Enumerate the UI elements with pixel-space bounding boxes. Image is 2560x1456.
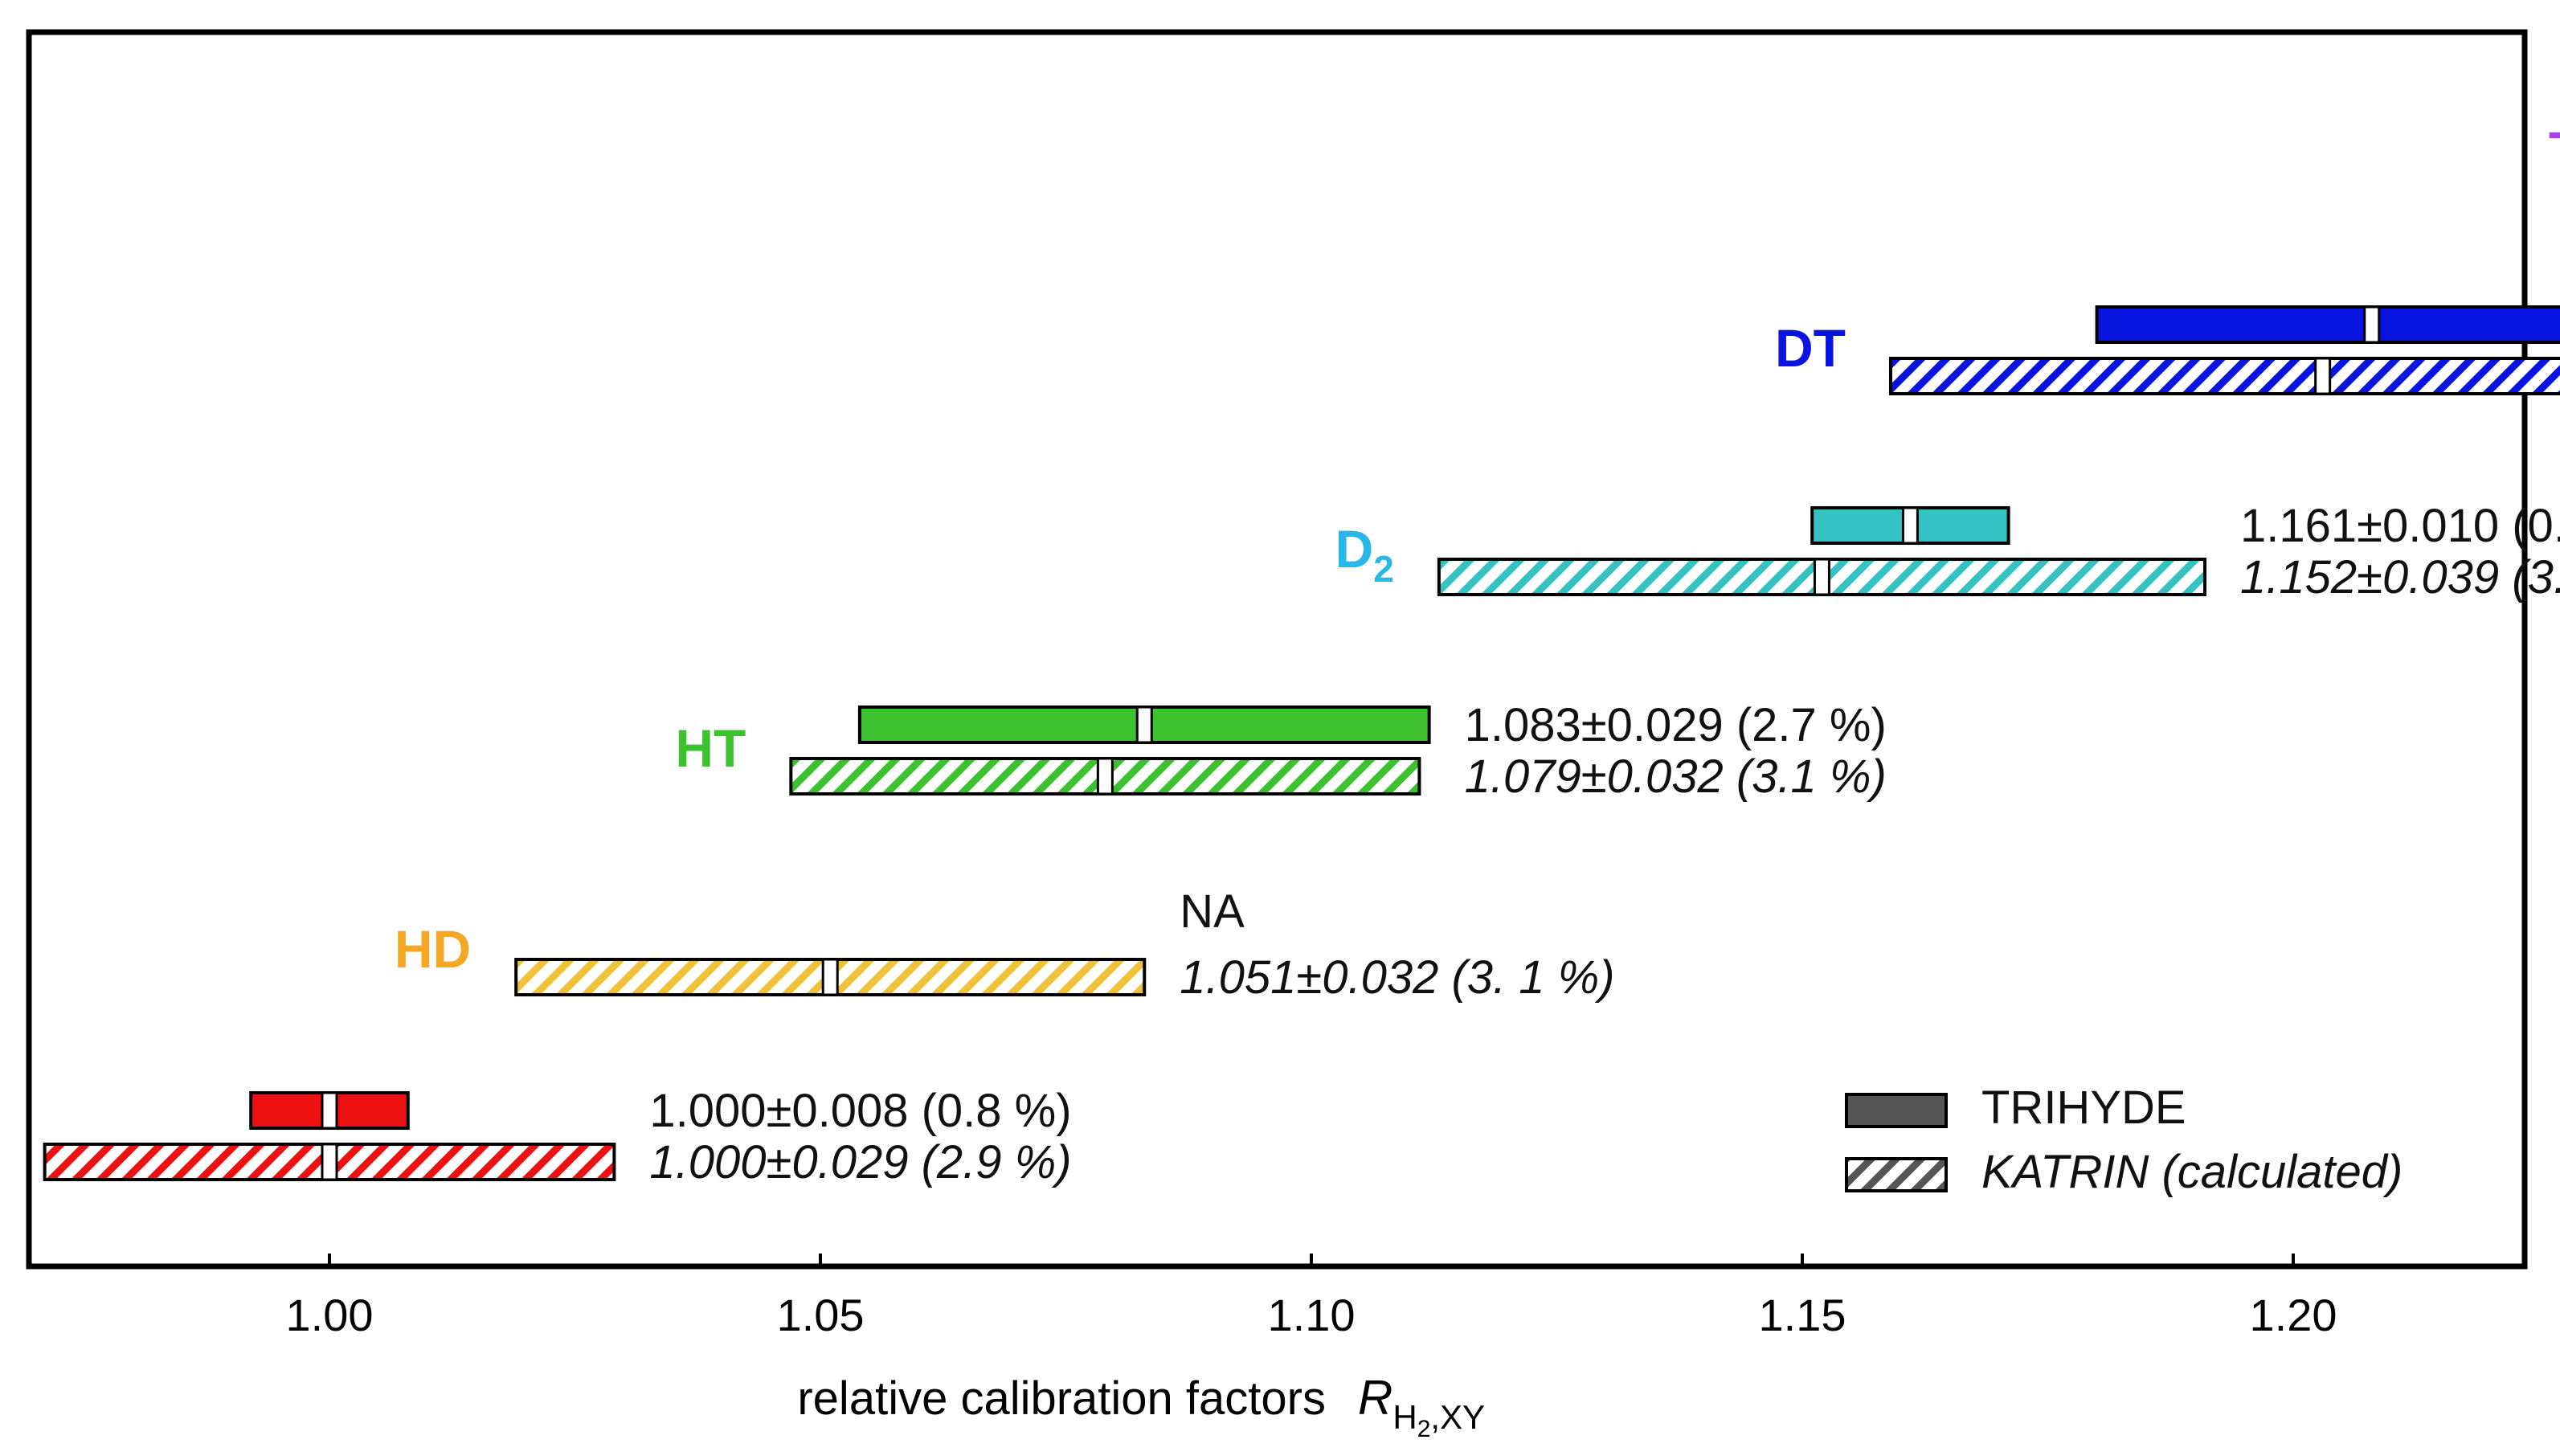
katrin-center-marker: [1813, 558, 1830, 596]
legend-swatch-hatched: [1845, 1157, 1948, 1192]
plot-frame: [26, 29, 2528, 1270]
species-label: DT: [1775, 318, 1846, 378]
x-axis-symbol-text: RH2,XY: [1358, 1371, 1485, 1442]
x-axis: 1.001.051.101.151.201.251.301.351.40: [286, 1254, 2337, 1340]
katrin-center-marker: [821, 958, 839, 996]
katrin-value-label: 1.000±0.029 (2.9 %): [649, 1136, 1071, 1188]
species-label: D2: [1335, 519, 1394, 590]
trihyde-value-label: 1.161±0.010 (0.9 %): [2240, 500, 2560, 552]
isotopologue-group-dt: 1.208±0.028 (2.3 %)1.203±0.044 (3.7 %)DT: [1775, 305, 2560, 395]
species-label: HT: [675, 718, 746, 778]
katrin-value-label: 1.079±0.032 (3.1 %): [1465, 750, 1887, 803]
isotopologue-group-hd: NA 1.051±0.032 (3. 1 %) HD: [395, 885, 1615, 1004]
trihyde-value-label: 1.083±0.029 (2.7 %): [1465, 699, 1887, 751]
isotopologue-group-h2: 1.000±0.008 (0.8 %)1.000±0.029 (2.9 %)H2: [43, 1085, 1072, 1188]
katrin-center-marker: [1096, 757, 1114, 795]
x-tick-label: 1.15: [1759, 1290, 1846, 1340]
x-tick-label: 1.00: [286, 1290, 374, 1340]
trihyde-center-marker: [2363, 305, 2381, 344]
trihyde-bar: [2095, 305, 2560, 344]
legend: TRIHYDE KATRIN (calculated): [1845, 1082, 2403, 1198]
isotopologue-group-d2: 1.161±0.010 (0.9 %)1.152±0.039 (3.4 %) D2: [1335, 500, 2560, 603]
trihyde-value-label: NA: [1180, 885, 1245, 938]
x-axis-title: relative calibration factors: [797, 1372, 1326, 1425]
x-tick-label: 1.05: [777, 1290, 865, 1340]
data-bars: 1.261±0.015 (1.2 %)1.286±0.050 (3.9 %)T2…: [43, 121, 2560, 1188]
katrin-center-marker: [321, 1143, 338, 1181]
trihyde-value-label: 1.000±0.008 (0.8 %): [649, 1085, 1071, 1137]
trihyde-center-marker: [1901, 506, 1919, 545]
species-label: HD: [395, 919, 471, 979]
x-tick-label: 1.20: [2250, 1290, 2337, 1340]
isotopologue-group-ht: 1.083±0.029 (2.7 %)1.079±0.032 (3.1 %) HT: [675, 699, 1886, 803]
x-tick-label: 1.10: [1268, 1290, 1356, 1340]
x-axis-symbol: RH2,XY: [1358, 1371, 1485, 1442]
katrin-value-label: 1.152±0.039 (3.4 %): [2240, 551, 2560, 603]
trihyde-center-marker: [1135, 706, 1153, 744]
katrin-value-label: 1.051±0.032 (3. 1 %): [1180, 951, 1614, 1004]
legend-label: KATRIN (calculated): [1981, 1146, 2403, 1198]
katrin-center-marker: [2314, 357, 2332, 395]
katrin-bar: [1888, 357, 2560, 395]
species-label: T2: [2549, 121, 2560, 191]
isotopologue-group-t2: 1.261±0.015 (1.2 %)1.286±0.050 (3.9 %)T2: [2549, 121, 2560, 191]
trihyde-center-marker: [321, 1091, 338, 1130]
legend-swatch-solid: [1845, 1093, 1948, 1128]
legend-label: TRIHYDE: [1981, 1082, 2186, 1134]
